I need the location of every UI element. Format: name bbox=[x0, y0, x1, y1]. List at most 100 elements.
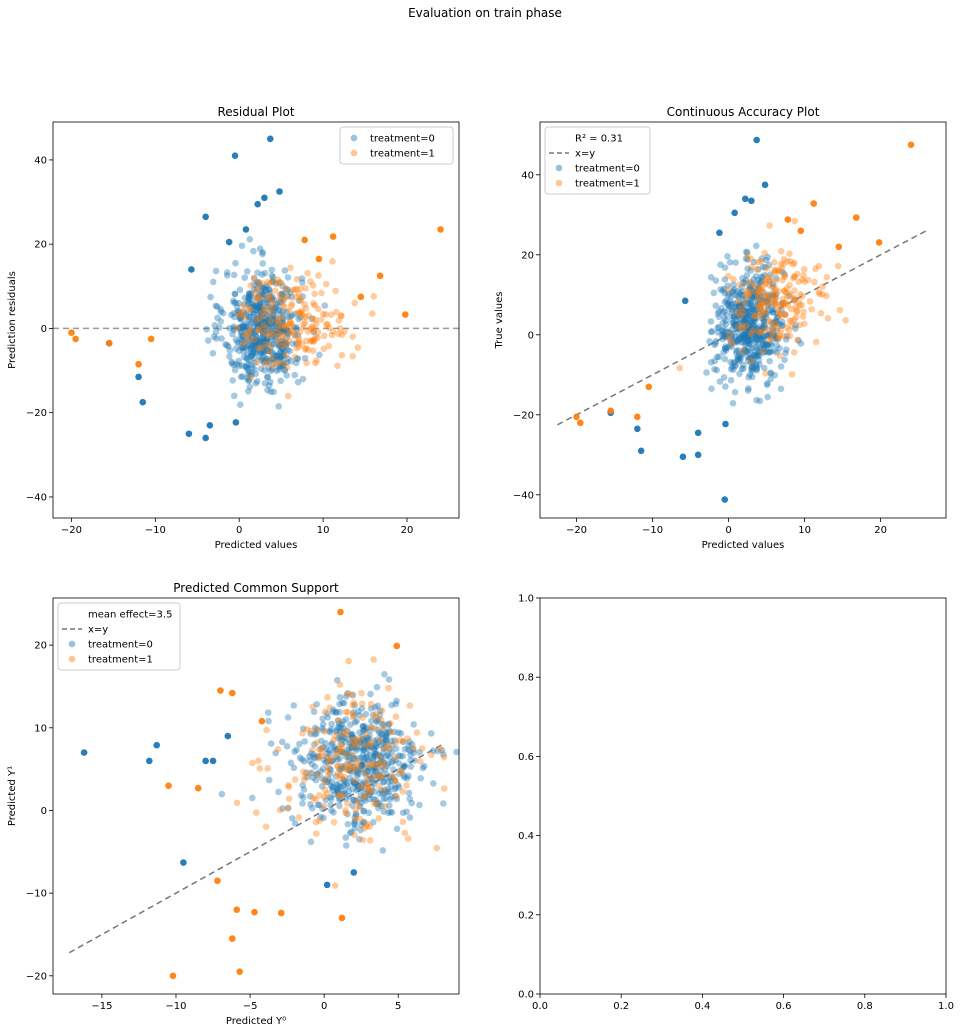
scatter-point bbox=[774, 335, 782, 343]
scatter-point bbox=[240, 353, 248, 361]
scatter-point bbox=[372, 710, 379, 718]
scatter-point bbox=[758, 309, 765, 316]
scatter-point bbox=[748, 313, 755, 320]
scatter-point bbox=[375, 815, 383, 822]
legend-box bbox=[339, 126, 454, 165]
scatter-point bbox=[722, 320, 730, 328]
scatter-point bbox=[777, 385, 785, 393]
series-treatment=0 bbox=[105, 135, 329, 442]
scatter-point bbox=[383, 771, 390, 778]
scatter-point bbox=[244, 387, 252, 395]
scatter-point bbox=[722, 383, 729, 390]
scatter-point bbox=[238, 338, 246, 346]
scatter-point bbox=[737, 302, 745, 309]
scatter-point bbox=[259, 326, 267, 333]
scatter-point bbox=[345, 657, 352, 665]
scatter-point bbox=[744, 265, 751, 273]
scatter-point bbox=[319, 720, 327, 728]
scatter-point bbox=[772, 277, 780, 284]
scatter-point bbox=[256, 305, 264, 313]
scatter-point bbox=[711, 341, 718, 349]
scatter-point bbox=[758, 277, 765, 284]
scatter-point bbox=[755, 288, 763, 296]
scatter-point bbox=[743, 287, 751, 294]
scatter-point bbox=[377, 716, 385, 724]
scatter-point bbox=[743, 348, 750, 355]
scatter-point bbox=[245, 377, 253, 384]
scatter-point bbox=[781, 270, 788, 278]
scatter-point bbox=[248, 338, 255, 346]
scatter-point bbox=[280, 360, 288, 367]
scatter-point bbox=[739, 348, 747, 355]
scatter-point bbox=[744, 311, 752, 319]
y-tick-label: 0.0 bbox=[518, 990, 534, 1001]
scatter-point bbox=[212, 267, 220, 275]
scatter-point bbox=[753, 365, 761, 373]
scatter-point bbox=[725, 299, 732, 307]
scatter-point bbox=[264, 303, 272, 311]
scatter-point bbox=[733, 318, 740, 326]
scatter-point bbox=[269, 355, 277, 363]
scatter-point bbox=[262, 316, 270, 324]
scatter-point bbox=[740, 334, 747, 341]
scatter-point bbox=[255, 320, 262, 328]
scatter-point bbox=[763, 264, 771, 272]
scatter-point bbox=[264, 312, 271, 319]
scatter-point bbox=[738, 288, 746, 296]
scatter-point bbox=[248, 333, 255, 341]
scatter-point bbox=[729, 319, 737, 327]
scatter-point bbox=[270, 360, 278, 367]
y-tick-label: 0.8 bbox=[518, 673, 534, 684]
scatter-point bbox=[743, 271, 751, 279]
scatter-point bbox=[275, 403, 282, 410]
scatter-point bbox=[771, 289, 778, 296]
scatter-point bbox=[720, 374, 728, 381]
scatter-point bbox=[764, 291, 772, 299]
scatter-point bbox=[743, 292, 751, 299]
scatter-point bbox=[250, 339, 258, 346]
scatter-point bbox=[352, 815, 360, 822]
scatter-point bbox=[334, 763, 341, 770]
scatter-point bbox=[318, 744, 326, 752]
y-axis-label: Predicted Y¹ bbox=[7, 766, 18, 826]
scatter-point bbox=[770, 347, 778, 354]
scatter-point bbox=[739, 301, 747, 309]
scatter-point bbox=[309, 347, 317, 355]
scatter-point bbox=[256, 300, 264, 308]
scatter-point bbox=[785, 292, 793, 299]
scatter-point bbox=[281, 324, 289, 331]
scatter-point-outlier bbox=[741, 195, 749, 203]
scatter-point bbox=[256, 315, 263, 322]
scatter-point bbox=[290, 324, 298, 331]
scatter-point bbox=[816, 290, 823, 298]
scatter-point bbox=[259, 348, 267, 356]
scatter-point bbox=[776, 302, 784, 310]
scatter-point bbox=[743, 249, 751, 256]
scatter-point bbox=[279, 301, 287, 309]
scatter-point bbox=[735, 336, 743, 343]
scatter-point bbox=[729, 287, 737, 295]
scatter-point bbox=[255, 304, 262, 312]
scatter-point bbox=[232, 259, 239, 267]
scatter-point bbox=[246, 326, 253, 334]
scatter-point bbox=[763, 309, 771, 316]
scatter-point bbox=[765, 300, 772, 308]
scatter-point bbox=[800, 308, 807, 315]
scatter-point bbox=[779, 318, 786, 326]
scatter-point bbox=[359, 714, 366, 721]
scatter-point bbox=[767, 375, 774, 383]
scatter-point bbox=[259, 340, 266, 348]
scatter-point bbox=[790, 349, 798, 356]
scatter-point bbox=[732, 322, 740, 330]
scatter-point bbox=[757, 257, 765, 265]
scatter-point bbox=[824, 315, 832, 322]
scatter-point bbox=[291, 371, 299, 379]
scatter-point bbox=[260, 337, 267, 345]
scatter-point bbox=[753, 335, 761, 342]
scatter-point bbox=[301, 301, 308, 308]
scatter-point bbox=[749, 305, 756, 313]
scatter-point bbox=[739, 335, 747, 343]
scatter-point bbox=[763, 348, 771, 356]
scatter-point bbox=[757, 293, 764, 301]
